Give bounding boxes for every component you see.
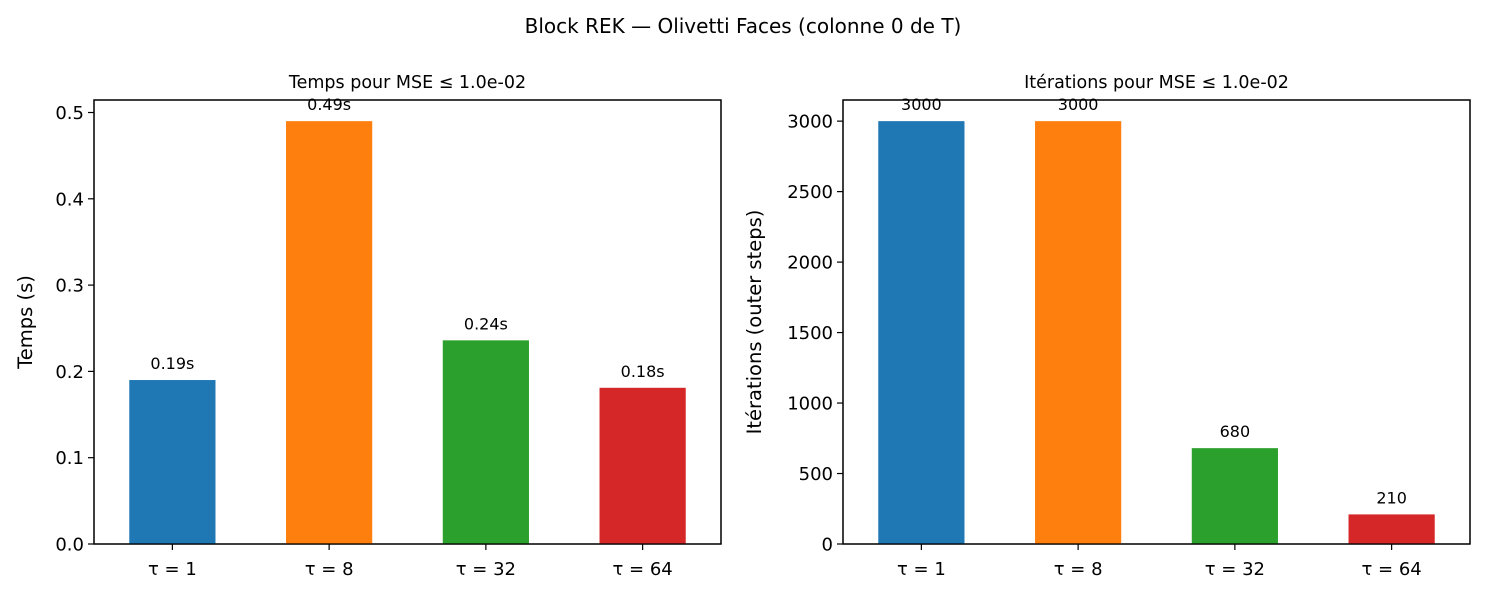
figure-title: Block REK — Olivetti Faces (colonne 0 de… — [525, 14, 962, 38]
time-x-tick-label: τ = 8 — [305, 559, 354, 580]
iter-y-tick-label: 2500 — [787, 182, 833, 203]
iter-bar-value-label: 3000 — [901, 95, 942, 114]
time-bar — [442, 340, 529, 544]
iter-y-tick-label: 0 — [822, 535, 833, 556]
time-x-tick-label: τ = 32 — [456, 559, 516, 580]
iter-y-tick-label: 1000 — [787, 394, 833, 415]
iter-y-tick-label: 2000 — [787, 253, 833, 274]
iter-x-tick-label: τ = 64 — [1361, 559, 1421, 580]
panel-time: Temps pour MSE ≤ 1.0e-02 0.0 0.1 0.2 0.3 0.4 0… — [14, 73, 722, 580]
time-y-axis-label: Temps (s) — [14, 275, 37, 370]
iter-y-tick-label: 500 — [799, 464, 833, 485]
time-y-tick-label: 0.1 — [55, 448, 84, 469]
iter-bar — [1191, 448, 1278, 544]
time-y-tick-label: 0.4 — [55, 189, 84, 210]
time-plot-frame-overlay — [93, 99, 722, 545]
iter-panel-title: Itérations pour MSE ≤ 1.0e-02 — [1024, 73, 1289, 93]
time-y-tick-label: 0.2 — [55, 362, 84, 383]
time-panel-title: Temps pour MSE ≤ 1.0e-02 — [288, 73, 526, 93]
iter-x-tick-label: τ = 1 — [897, 559, 946, 580]
time-y-tick-label: 0.5 — [55, 103, 84, 124]
iter-bar-value-label: 3000 — [1058, 95, 1099, 114]
iter-plot-frame-overlay — [842, 99, 1471, 545]
time-bar-value-label: 0.49s — [307, 95, 351, 114]
time-y-tick-label: 0.3 — [55, 276, 84, 297]
time-bar — [286, 121, 373, 545]
time-bar-value-label: 0.18s — [621, 362, 665, 381]
iter-bar — [1035, 121, 1122, 545]
panel-iterations: Itérations pour MSE ≤ 1.0e-02 0 500 1000 150… — [743, 73, 1471, 580]
iter-bar — [878, 121, 965, 545]
time-x-tick-label: τ = 1 — [148, 559, 197, 580]
iter-y-axis-label: Itérations (outer steps) — [743, 210, 766, 435]
iter-bar — [1348, 514, 1435, 544]
iter-bar-value-label: 680 — [1220, 422, 1251, 441]
iter-x-tick-label: τ = 32 — [1205, 559, 1265, 580]
iter-bar-value-label: 210 — [1376, 488, 1407, 507]
time-bar — [599, 387, 686, 544]
iter-y-tick-label: 3000 — [787, 112, 833, 133]
time-x-tick-label: τ = 64 — [612, 559, 672, 580]
time-bar — [129, 380, 216, 544]
time-bar-value-label: 0.19s — [150, 354, 194, 373]
time-y-tick-label: 0.0 — [55, 535, 84, 556]
iter-y-tick-label: 1500 — [787, 323, 833, 344]
time-bar-value-label: 0.24s — [464, 314, 508, 333]
iter-x-tick-label: τ = 8 — [1054, 559, 1103, 580]
